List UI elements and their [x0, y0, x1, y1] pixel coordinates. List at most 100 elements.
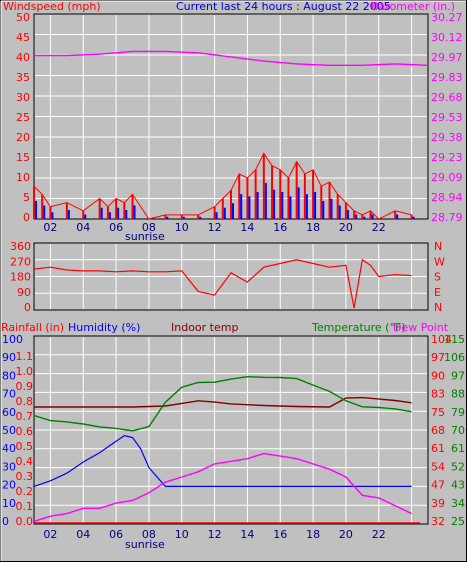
- windspeed-tick: 40: [16, 51, 30, 64]
- windspeed-tick: 35: [16, 71, 30, 84]
- dewpoint-tick: 34: [451, 497, 465, 510]
- rainfall-tick: 1.1: [16, 350, 34, 363]
- temperature-tick: 75: [431, 406, 445, 419]
- direction-degree-tick: 270: [10, 255, 31, 268]
- dewpoint-tick: 88: [451, 388, 465, 401]
- temperature-tick: 47: [431, 479, 445, 492]
- windspeed-tick: 10: [16, 171, 30, 184]
- x-tick-label: 20: [339, 528, 353, 541]
- x-tick-label: 22: [372, 221, 386, 234]
- direction-degree-labels: 360 270 180 90 0: [10, 240, 31, 314]
- temperature-tick: 97: [431, 351, 445, 364]
- temperature-tick: 90: [431, 369, 445, 382]
- temperature-tick: 32: [431, 515, 445, 528]
- dewpoint-tick: 79: [451, 406, 465, 419]
- barometer-tick: 29.23: [431, 151, 463, 164]
- sunrise-label-bottom: sunrise: [125, 538, 165, 551]
- dewpoint-tick: 43: [451, 479, 465, 492]
- top-series: [33, 50, 429, 220]
- rainfall-tick: 0.1: [16, 500, 34, 513]
- barometer-tick: 28.94: [431, 191, 463, 204]
- humidity-tick: 0: [2, 515, 9, 528]
- windspeed-tick: 50: [16, 11, 30, 24]
- x-tick-label: 06: [109, 221, 123, 234]
- rainfall-tick: 0.0: [16, 515, 34, 528]
- bottom-x-axis-labels: 02 04 06 08 10 12 14 16 18 20 22: [43, 528, 385, 541]
- wind-direction-line: [33, 258, 412, 309]
- rainfall-tick: 0.2: [16, 485, 34, 498]
- windspeed-line: [33, 152, 412, 220]
- humidity-tick: 60: [2, 406, 16, 419]
- x-tick-label: 02: [43, 528, 57, 541]
- windspeed-tick: 20: [16, 131, 30, 144]
- temperature-axis-title: Temperature (°F): [311, 321, 406, 334]
- x-tick-label: 16: [273, 528, 287, 541]
- x-tick-label: 08: [142, 221, 156, 234]
- x-tick-label: 04: [76, 528, 90, 541]
- dewpoint-tick-labels: 115 106 97 88 79 70 61 52 43 34 25: [444, 333, 465, 528]
- rainfall-tick: 0.6: [16, 425, 34, 438]
- dewpoint-tick: 25: [451, 515, 465, 528]
- barometer-axis-title: Barometer (in.): [371, 0, 455, 13]
- barometer-tick-labels: 30.27 30.12 29.97 29.83 29.68 29.53 29.38 29.23…: [431, 11, 463, 224]
- barometer-tick: 29.83: [431, 71, 463, 84]
- x-tick-label: 10: [175, 221, 189, 234]
- temperature-tick: 104: [431, 333, 452, 346]
- humidity-tick: 10: [2, 497, 16, 510]
- barometer-tick: 30.12: [431, 31, 463, 44]
- direction-series: [33, 258, 412, 309]
- temperature-tick: 39: [431, 497, 445, 510]
- barometer-tick: 30.27: [431, 11, 463, 24]
- windspeed-tick: 30: [16, 91, 30, 104]
- x-tick-label: 12: [208, 528, 222, 541]
- direction-degree-tick: 180: [10, 271, 31, 284]
- rainfall-tick: 0.9: [16, 380, 34, 393]
- windspeed-tick: 15: [16, 151, 30, 164]
- humidity-tick: 30: [2, 460, 16, 473]
- direction-degree-tick: 90: [17, 286, 31, 299]
- dewpoint-tick: 115: [444, 333, 465, 346]
- temperature-tick: 68: [431, 424, 445, 437]
- windspeed-axis-title: Windspeed (mph): [3, 0, 101, 13]
- barometer-tick: 28.79: [431, 211, 463, 224]
- dewpoint-tick: 70: [451, 424, 465, 437]
- x-tick-label: 16: [273, 221, 287, 234]
- rainfall-tick: 1.0: [16, 365, 34, 378]
- barometer-line: [34, 50, 429, 67]
- rainfall-tick: 0.7: [16, 410, 34, 423]
- x-tick-label: 02: [43, 221, 57, 234]
- bottom-series: [33, 375, 420, 524]
- x-tick-label: 22: [372, 528, 386, 541]
- top-x-axis-labels: 02 04 06 08 10 12 14 16 18 20 22: [43, 221, 385, 234]
- x-tick-label: 18: [306, 528, 320, 541]
- humidity-tick: 80: [2, 369, 16, 382]
- rainfall-tick: 0.5: [16, 440, 34, 453]
- direction-compass-tick: E: [434, 286, 441, 299]
- dewpoint-tick: 61: [451, 442, 465, 455]
- x-tick-label: 04: [76, 221, 90, 234]
- rainfall-tick: 0.3: [16, 470, 34, 483]
- humidity-tick: 40: [2, 442, 16, 455]
- sunrise-label-top: sunrise: [125, 230, 165, 243]
- rainfall-axis-title: Rainfall (in): [1, 321, 64, 334]
- temperature-tick: 54: [431, 460, 445, 473]
- humidity-line: [33, 434, 412, 487]
- direction-degree-tick: 0: [24, 301, 31, 314]
- dewpoint-line: [33, 452, 412, 523]
- direction-compass-tick: S: [434, 271, 441, 284]
- direction-compass-tick: W: [434, 255, 445, 268]
- rainfall-tick-labels: 1.1 1.0 0.9 0.8 0.7 0.6 0.5 0.4 0.3 0.2 0.1 0.0: [16, 350, 34, 528]
- barometer-tick: 29.38: [431, 131, 463, 144]
- rainfall-tick: 0.4: [16, 455, 34, 468]
- x-tick-label: 08: [142, 528, 156, 541]
- temperature-tick: 61: [431, 442, 445, 455]
- indoor-temp-title: Indoor temp: [171, 321, 238, 334]
- x-tick-label: 18: [306, 221, 320, 234]
- x-tick-label: 20: [339, 221, 353, 234]
- humidity-tick: 20: [2, 479, 16, 492]
- dewpoint-axis-title: Dew Point: [393, 321, 449, 334]
- barometer-tick: 29.68: [431, 91, 463, 104]
